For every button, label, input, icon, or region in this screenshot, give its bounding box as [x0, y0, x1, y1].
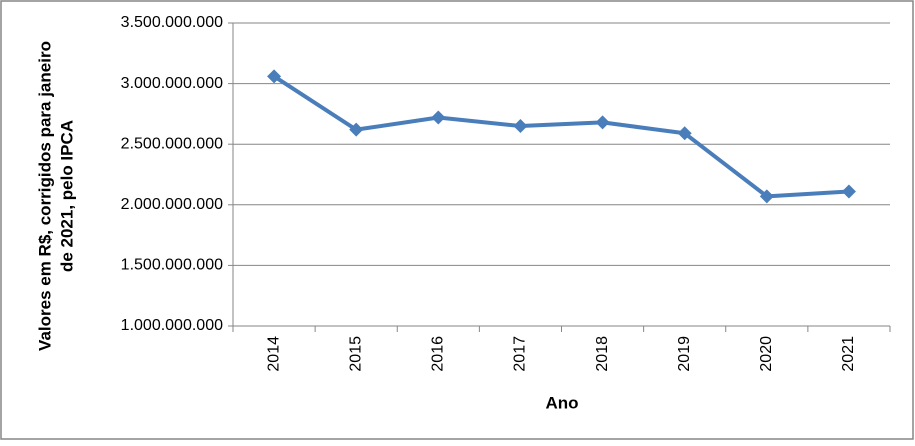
marker: [267, 69, 282, 84]
line: [272, 74, 850, 199]
y-axis-title-line: Valores em R$, corrigidos para janeiro: [35, 41, 54, 351]
marker: [431, 110, 446, 125]
marker: [841, 184, 856, 199]
y-axis-title: Valores em R$, corrigidos para janeiro d…: [35, 41, 76, 351]
marker: [349, 122, 364, 137]
x-tick-label: 2014: [265, 336, 282, 372]
x-tick-label: 2021: [840, 336, 857, 372]
x-tick-label: 2019: [676, 336, 693, 372]
x-tick-label: 2016: [430, 336, 447, 372]
x-axis-title: Ano: [545, 393, 578, 412]
marker: [513, 119, 528, 134]
y-tick-label: 3.000.000.000: [121, 75, 223, 92]
y-tick-label: 2.500.000.000: [121, 135, 223, 152]
y-axis-title-line: de 2021, pelo IPCA: [57, 120, 76, 272]
x-tick-label: 2018: [594, 336, 611, 372]
y-tick-label: 3.500.000.000: [121, 14, 223, 31]
y-tick-label: 1.000.000.000: [121, 317, 223, 334]
x-tick-label: 2015: [347, 336, 364, 372]
marker: [759, 189, 774, 204]
x-tick-label: 2017: [512, 336, 529, 372]
marker: [595, 115, 610, 130]
marker: [677, 126, 692, 141]
y-tick-label: 1.500.000.000: [121, 257, 223, 274]
y-tick-label: 2.000.000.000: [121, 196, 223, 213]
x-tick-label: 2020: [758, 336, 775, 372]
